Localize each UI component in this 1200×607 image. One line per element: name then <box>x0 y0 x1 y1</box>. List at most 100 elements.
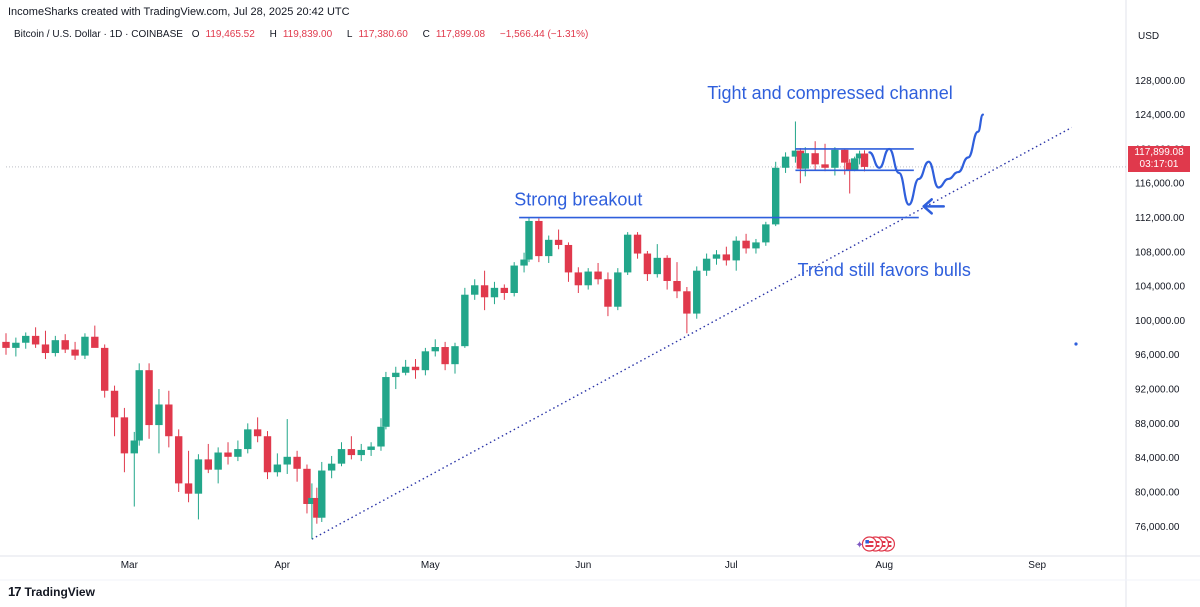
candle-body <box>347 449 356 456</box>
candle-body <box>382 377 390 427</box>
x-tick-label: Mar <box>121 560 139 571</box>
candle-body <box>293 456 301 469</box>
tradingview-logo-icon: 17 <box>8 584 22 599</box>
candle-body <box>337 449 346 464</box>
candle-body <box>155 404 163 426</box>
x-tick-label: Jun <box>575 560 591 571</box>
candle-body <box>12 342 20 348</box>
candle-body <box>663 257 671 281</box>
candle-body <box>841 149 849 163</box>
candle-body <box>535 220 543 257</box>
projection-path <box>868 113 985 206</box>
candle-body <box>204 459 212 470</box>
candle-body <box>130 440 138 454</box>
y-tick-label: 88,000.00 <box>1135 419 1180 430</box>
candle-body <box>441 347 449 365</box>
last-price-tag: 117,899.08 03:17:01 <box>1128 146 1190 172</box>
candle-body <box>283 456 291 465</box>
x-tick-label: Aug <box>875 560 893 571</box>
candle-body <box>855 153 864 159</box>
y-tick-label: 80,000.00 <box>1135 487 1180 498</box>
candle-body <box>421 351 430 371</box>
candle-body <box>431 347 439 352</box>
change-value: −1,566.44 (−1.31%) <box>499 29 589 40</box>
candle-body <box>214 452 222 470</box>
high-label: H <box>269 29 277 40</box>
currency-label[interactable]: USD <box>1138 31 1160 42</box>
candle-body <box>174 436 183 484</box>
candle-body <box>653 257 661 275</box>
candle-body <box>71 349 79 356</box>
candle-body <box>722 254 731 261</box>
low-value: 117,380.60 <box>358 29 408 40</box>
annotation-text: Strong breakout <box>514 190 642 210</box>
y-tick-label: 84,000.00 <box>1135 453 1180 464</box>
brand-name: TradingView <box>24 584 95 599</box>
tradingview-brand[interactable]: 17 TradingView <box>8 584 95 599</box>
y-tick-label: 100,000.00 <box>1135 316 1185 327</box>
candle-body <box>633 234 642 254</box>
candle-body <box>2 341 10 348</box>
candle-body <box>673 280 681 292</box>
candle-body <box>796 150 805 169</box>
symbol-name[interactable]: Bitcoin / U.S. Dollar · 1D · COINBASE <box>14 29 183 40</box>
candle-body <box>367 446 375 450</box>
arrow-left-icon <box>922 198 945 215</box>
close-value: 117,899.08 <box>435 29 486 40</box>
candle-body <box>594 271 602 280</box>
candle-body <box>31 335 40 345</box>
candle-body <box>623 234 632 273</box>
candle-body <box>480 285 489 298</box>
candle-body <box>471 285 479 295</box>
candle-body <box>702 258 711 271</box>
candle-body <box>811 153 819 165</box>
flag-canton <box>865 540 869 544</box>
y-tick-label: 104,000.00 <box>1135 282 1185 293</box>
candle-body <box>91 336 99 348</box>
candle-body <box>604 279 612 307</box>
attribution-text: IncomeSharks created with TradingView.co… <box>8 6 350 18</box>
candle-body <box>61 340 69 350</box>
candle-body <box>500 287 509 293</box>
candle-body <box>846 162 854 170</box>
candle-body <box>801 153 809 169</box>
candle-body <box>224 452 232 457</box>
candle-body <box>712 254 721 259</box>
candle-body <box>643 253 652 275</box>
candle-body <box>791 150 800 157</box>
x-tick-label: Sep <box>1028 560 1046 571</box>
candle-body <box>752 242 760 249</box>
candle-body <box>184 483 193 494</box>
x-tick-label: May <box>421 560 440 571</box>
candle-body <box>303 468 311 504</box>
candle-body <box>145 370 153 426</box>
candle-body <box>165 404 173 437</box>
candle-body <box>253 429 262 437</box>
x-tick-label: Jul <box>725 560 738 571</box>
x-tick-label: Apr <box>275 560 291 571</box>
candle-body <box>401 366 410 373</box>
candle-body <box>100 347 109 391</box>
candle-body <box>313 497 321 518</box>
candle-body <box>357 449 365 456</box>
y-tick-label: 124,000.00 <box>1135 110 1185 121</box>
y-tick-label: 96,000.00 <box>1135 350 1180 361</box>
candle-body <box>520 259 528 266</box>
flag-stripe <box>865 545 874 547</box>
y-tick-label: 116,000.00 <box>1135 179 1185 190</box>
candle-body <box>771 167 780 225</box>
open-value: 119,465.52 <box>205 29 255 40</box>
candle-body <box>831 149 839 168</box>
candle-body <box>244 429 252 450</box>
candle-body <box>81 336 89 356</box>
candle-body <box>683 291 691 314</box>
bar-countdown: 03:17:01 <box>1139 159 1179 170</box>
candle-body <box>525 220 533 260</box>
candle-body <box>110 390 119 418</box>
candle-body <box>234 449 242 457</box>
candle-body <box>263 436 272 473</box>
candle-body <box>194 459 203 494</box>
candle-body <box>850 158 859 170</box>
candle-body <box>41 344 50 354</box>
